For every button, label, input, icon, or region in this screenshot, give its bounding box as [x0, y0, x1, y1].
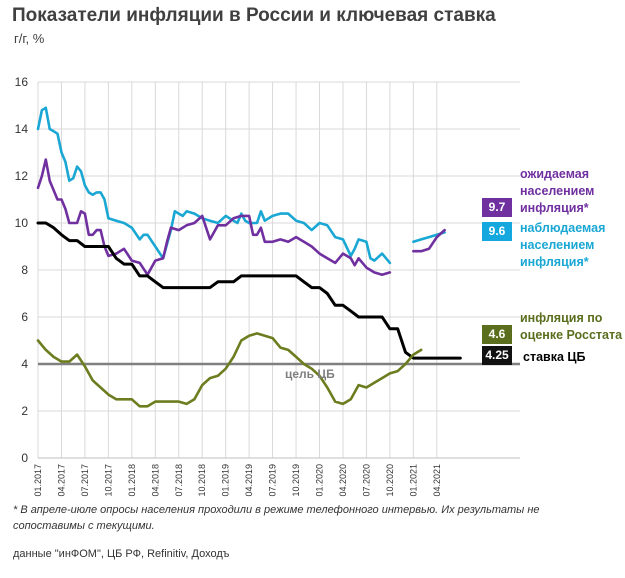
observed-inflation-label: наблюдаемая населением инфляция*: [520, 221, 606, 269]
rosstat-value-badge: 4.6: [482, 325, 512, 344]
x-tick-label: 07.2020: [361, 464, 371, 497]
x-tick-label: 01.2021: [408, 464, 418, 497]
inflation-chart: 0 2 4 6 8 10 12 14 16 01.2017 04.2017 07.2017 10.20…: [15, 75, 520, 497]
x-tick-label: 10.2018: [197, 464, 207, 497]
x-tick-label: 04.2018: [150, 464, 160, 497]
x-tick-label: 10.2017: [103, 464, 113, 497]
y-tick-label: 6: [21, 310, 28, 324]
x-tick-label: 01.2017: [33, 464, 43, 497]
x-tick-label: 01.2018: [127, 464, 137, 497]
target-label: цель ЦБ: [285, 367, 335, 381]
y-tick-label: 2: [21, 404, 28, 418]
y-tick-label: 8: [21, 263, 28, 277]
y-tick-label: 12: [15, 169, 29, 183]
series-line-expected: [412, 228, 446, 253]
chart-subtitle: г/г, %: [14, 31, 45, 46]
y-tick-label: 16: [15, 75, 29, 89]
x-tick-label: 07.2018: [174, 464, 184, 497]
x-tick-label: 04.2017: [56, 464, 66, 497]
x-tick-label: 01.2020: [315, 464, 325, 497]
series-line-expected: [36, 158, 392, 276]
rosstat-inflation-label: инфляция по оценке Росстата: [520, 311, 623, 342]
x-tick-label: 04.2019: [244, 464, 254, 497]
x-tick-label: 01.2019: [221, 464, 231, 497]
y-tick-label: 10: [15, 216, 29, 230]
x-tick-label: 07.2019: [268, 464, 278, 497]
source-note: данные "инФОМ", ЦБ РФ, Refinitiv, Доходъ: [13, 548, 230, 560]
series-line-key_rate: [36, 221, 462, 360]
footnote: * В апреле-июле опросы населения проходи…: [13, 504, 540, 532]
observed-value-badge: 9.6: [482, 222, 512, 241]
y-tick-label: 14: [15, 122, 29, 136]
x-tick-label: 07.2017: [80, 464, 90, 497]
expected-inflation-label: ожидаемая населением инфляция*: [520, 167, 595, 215]
x-tick-label: 04.2021: [432, 464, 442, 497]
x-tick-label: 10.2019: [291, 464, 301, 497]
y-tick-label: 4: [21, 357, 28, 371]
x-tick-label: 04.2020: [338, 464, 348, 497]
key-rate-value-badge: 4.25: [482, 346, 512, 365]
series-line-rosstat: [36, 332, 423, 408]
expected-value-badge: 9.7: [482, 198, 512, 217]
chart-title: Показатели инфляции в России и ключевая …: [12, 5, 496, 26]
series-line-observed: [36, 106, 392, 265]
key-rate-label: ставка ЦБ: [523, 350, 586, 364]
x-tick-label: 10.2020: [385, 464, 395, 497]
y-tick-label: 0: [21, 451, 28, 465]
